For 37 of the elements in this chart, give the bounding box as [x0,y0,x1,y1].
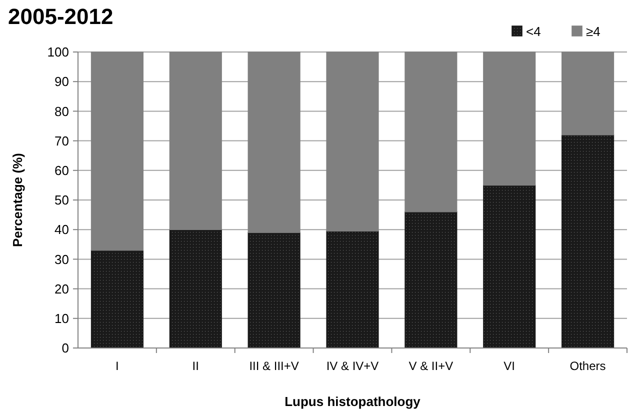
y-tick-label: 40 [54,222,69,238]
x-axis-title: Lupus histopathology [284,394,422,409]
bar [562,52,614,136]
bar [404,211,458,348]
bar [169,229,222,348]
x-tick-label: III & III+V [249,359,299,373]
bar [169,52,222,230]
chart-title: 2005-2012 [8,4,114,29]
bar [90,52,144,251]
bar [483,184,536,348]
y-tick-label: 80 [54,104,69,119]
x-tick-label: I [116,359,119,373]
y-tick-label: 0 [62,340,69,356]
bar [483,52,536,186]
x-tick-label: VI [504,359,516,373]
bar [248,52,300,233]
y-tick-label: 50 [54,192,69,208]
bar [248,232,300,348]
y-axis-title: Percentage (%) [10,153,25,247]
y-tick-label: 70 [54,133,69,148]
y-tick-label: 20 [54,281,69,296]
x-tick-label: V & II+V [408,359,454,373]
x-tick-label: Others [570,359,606,373]
y-tick-label: 60 [54,162,69,178]
x-tick-label: II [192,359,199,373]
y-tick-label: 90 [54,74,69,90]
y-tick-label: 100 [47,44,69,60]
legend-label: <4 [526,24,541,39]
x-tick-label: IV & IV+V [326,359,379,373]
bar [326,230,379,348]
y-tick-label: 30 [54,252,69,267]
y-tick-label: 10 [54,310,69,326]
legend-label: ≥4 [586,24,600,39]
bar [404,52,458,212]
bar [90,250,144,348]
bar [562,134,614,348]
bar [326,52,379,232]
